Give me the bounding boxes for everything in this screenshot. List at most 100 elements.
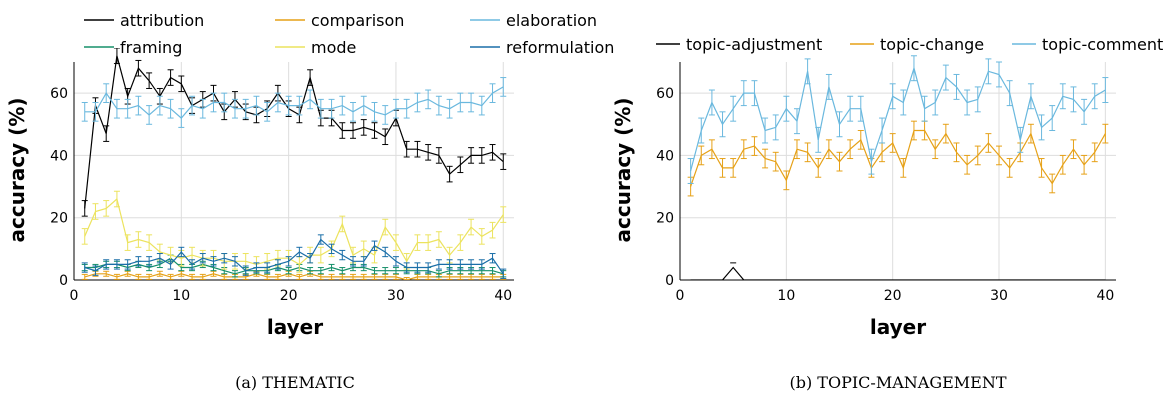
errorbar-topic-comment	[1006, 80, 1013, 107]
legend-label-topic-comment: topic-comment	[1042, 35, 1163, 54]
errorbar-reformulation	[307, 253, 314, 264]
errorbar-elaboration	[103, 83, 110, 103]
errorbar-comparison	[382, 273, 389, 280]
errorbar-topic-change	[910, 120, 917, 141]
errorbar-topic-change	[1091, 142, 1098, 163]
errorbar-attribution	[81, 200, 88, 217]
errorbar-elaboration	[221, 92, 228, 113]
legend-topic-management: topic-adjustment topic-change topic-commen…	[656, 35, 1163, 54]
errorbar-attribution	[382, 128, 389, 146]
errorbar-mode	[382, 218, 389, 236]
errorbar-comparison	[146, 273, 153, 280]
errorbar-mode	[500, 206, 507, 223]
errorbar-framing	[489, 267, 496, 275]
errorbar-attribution	[103, 125, 110, 142]
y-tick-label-thematic: 60	[50, 86, 68, 102]
errorbar-topic-comment	[921, 95, 928, 122]
errorbar-attribution	[307, 69, 314, 86]
legend-label-comparison: comparison	[311, 11, 404, 30]
errorbar-comparison	[210, 270, 217, 277]
axes-topic-management: 0 10 20 30 40 0 20 40 60	[656, 62, 1116, 304]
errorbar-elaboration	[210, 92, 217, 113]
errorbar-reformulation	[500, 268, 507, 279]
errorbar-elaboration	[264, 101, 271, 122]
errorbar-reformulation	[210, 256, 217, 267]
x-tick-label-thematic: 30	[387, 288, 405, 304]
errorbar-comparison	[317, 273, 324, 280]
errorbar-framing	[392, 267, 399, 275]
errorbar-topic-comment	[996, 61, 1003, 88]
line-elaboration	[84, 86, 504, 119]
errorbar-elaboration	[414, 92, 421, 113]
errorbar-reformulation	[124, 259, 131, 270]
errorbar-topic-change	[974, 145, 981, 166]
errorbar-topic-change	[1027, 123, 1034, 144]
errorbar-reformulation	[371, 240, 378, 251]
series-topic-comment	[687, 55, 1109, 184]
errorbar-topic-comment	[1081, 98, 1088, 125]
errorbar-topic-comment	[836, 111, 843, 138]
errorbar-topic-comment	[889, 83, 896, 110]
errorbar-elaboration	[113, 98, 120, 119]
errorbar-topic-change	[932, 139, 939, 160]
errorbar-reformulation	[167, 259, 174, 270]
errorbar-comparison	[221, 273, 228, 280]
errorbar-reformulation	[274, 259, 281, 270]
errorbar-topic-comment	[900, 89, 907, 116]
y-axis-label-topic-management: accuracy (%)	[611, 98, 635, 243]
errorbar-topic-change	[985, 133, 992, 153]
legend-label-topic-adjustment: topic-adjustment	[686, 35, 822, 54]
errorbar-reformulation	[92, 265, 99, 276]
errorbar-mode	[124, 234, 131, 251]
errorbar-reformulation	[435, 259, 442, 270]
legend-item-framing: framing	[84, 38, 182, 57]
x-tick-label-topic-management: 0	[676, 288, 685, 304]
errorbar-comparison	[264, 273, 271, 280]
errorbar-mode	[92, 203, 99, 220]
errorbar-reformulation	[457, 259, 464, 270]
x-tick-label-thematic: 10	[172, 288, 190, 304]
errorbar-topic-comment	[857, 95, 864, 122]
series-mode	[81, 190, 507, 273]
errorbar-topic-change	[953, 142, 960, 163]
line-comparison	[84, 273, 504, 280]
errorbar-elaboration	[392, 98, 399, 119]
errorbar-elaboration	[403, 98, 410, 119]
errorbar-mode	[392, 234, 399, 251]
errorbar-elaboration	[317, 98, 324, 119]
caption-thematic: (a) THEMATIC	[235, 373, 355, 392]
errorbar-elaboration	[478, 95, 485, 116]
errorbar-topic-change	[793, 139, 800, 160]
errorbar-topic-comment	[708, 89, 715, 116]
caption-prefix-topic-management: (b)	[789, 373, 812, 392]
chart-thematic: attribution comparison elaboration framing m…	[5, 11, 614, 392]
errorbar-topic-comment	[847, 95, 854, 122]
errorbar-attribution	[457, 156, 464, 174]
errorbar-elaboration	[307, 89, 314, 110]
errorbar-topic-change	[815, 158, 822, 178]
errorbar-reformulation	[392, 256, 399, 267]
errorbar-elaboration	[468, 92, 475, 113]
errorbar-elaboration	[500, 77, 507, 97]
errorbar-topic-change	[1081, 154, 1088, 175]
errorbar-comparison	[489, 273, 496, 280]
errorbar-attribution	[339, 122, 346, 139]
errorbar-reformulation	[339, 249, 346, 261]
errorbar-topic-comment	[1059, 83, 1066, 110]
errorbar-topic-comment	[751, 80, 758, 107]
errorbar-mode	[478, 228, 485, 245]
errorbar-framing	[285, 267, 292, 275]
errorbar-comparison	[328, 273, 335, 280]
series-framing	[81, 254, 507, 278]
errorbar-mode	[113, 190, 120, 208]
legend-item-topic-adjustment: topic-adjustment	[656, 35, 822, 54]
errorbar-reformulation	[253, 262, 260, 273]
errorbar-reformulation	[264, 262, 271, 273]
errorbar-elaboration	[199, 98, 206, 119]
errorbar-topic-change	[857, 130, 864, 150]
errorbar-reformulation	[231, 256, 238, 267]
errorbar-topic-change	[772, 151, 779, 172]
errorbar-reformulation	[113, 259, 120, 270]
errorbar-topic-change	[751, 136, 758, 156]
